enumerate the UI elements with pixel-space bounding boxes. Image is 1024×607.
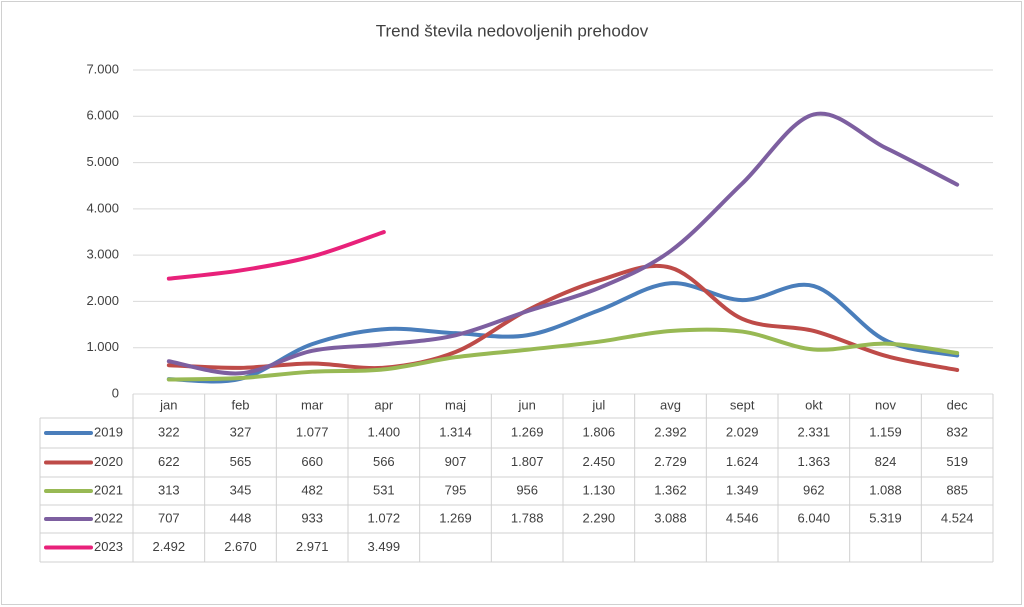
table-cell: 1.088: [869, 482, 902, 497]
y-tick-label: 6.000: [86, 108, 119, 123]
legend-label: 2019: [94, 424, 123, 439]
x-tick-label: maj: [445, 397, 466, 412]
series-line: [166, 327, 960, 382]
table-cell: 3.088: [654, 510, 687, 525]
series-line: [166, 111, 960, 376]
y-tick-label: 5.000: [86, 154, 119, 169]
table-cell: 313: [158, 482, 180, 497]
table-cell: 824: [875, 454, 897, 469]
table-cell: 1.072: [368, 510, 401, 525]
table-cell: 2.492: [153, 539, 186, 554]
series-line: [166, 230, 386, 281]
table-cell: 660: [301, 454, 323, 469]
legend-label: 2021: [94, 482, 123, 497]
table-cell: 2.331: [798, 424, 831, 439]
table-cell: 5.319: [869, 510, 902, 525]
x-tick-label: sept: [730, 397, 755, 412]
table-cell: 482: [301, 482, 323, 497]
x-tick-label: avg: [660, 397, 681, 412]
table-cell: 2.971: [296, 539, 329, 554]
x-tick-label: jul: [591, 397, 605, 412]
y-tick-label: 7.000: [86, 61, 119, 76]
x-tick-label: okt: [805, 397, 823, 412]
table-cell: 2.392: [654, 424, 687, 439]
table-cell: 1.806: [583, 424, 616, 439]
table-cell: 4.524: [941, 510, 974, 525]
series-line: [166, 281, 960, 384]
table-cell: 907: [445, 454, 467, 469]
table-cell: 1.349: [726, 482, 759, 497]
table-cell: 565: [230, 454, 252, 469]
table-cell: 622: [158, 454, 180, 469]
table-cell: 1.159: [869, 424, 902, 439]
table-cell: 6.040: [798, 510, 831, 525]
y-tick-label: 1.000: [86, 339, 119, 354]
table-cell: 962: [803, 482, 825, 497]
table-cell: 795: [445, 482, 467, 497]
series-line: [166, 263, 960, 372]
table-cell: 832: [946, 424, 968, 439]
x-tick-label: nov: [875, 397, 896, 412]
table-cell: 1.077: [296, 424, 329, 439]
x-tick-label: apr: [374, 397, 393, 412]
table-cell: 327: [230, 424, 252, 439]
table-cell: 448: [230, 510, 252, 525]
table-cell: 1.363: [798, 454, 831, 469]
legend-label: 2023: [94, 539, 123, 554]
table-cell: 1.130: [583, 482, 616, 497]
table-cell: 1.807: [511, 454, 544, 469]
table-cell: 2.450: [583, 454, 616, 469]
table-cell: 956: [516, 482, 538, 497]
table-cell: 1.269: [439, 510, 472, 525]
table-cell: 322: [158, 424, 180, 439]
table-cell: 531: [373, 482, 395, 497]
table-cell: 1.624: [726, 454, 759, 469]
table-cell: 2.290: [583, 510, 616, 525]
table-cell: 345: [230, 482, 252, 497]
table-cell: 1.314: [439, 424, 472, 439]
x-tick-label: mar: [301, 397, 324, 412]
table-cell: 1.400: [368, 424, 401, 439]
y-tick-label: 0: [112, 385, 119, 400]
y-tick-label: 4.000: [86, 200, 119, 215]
table-cell: 885: [946, 482, 968, 497]
table-cell: 3.499: [368, 539, 401, 554]
table-cell: 933: [301, 510, 323, 525]
table-cell: 1.269: [511, 424, 544, 439]
table-cell: 2.729: [654, 454, 687, 469]
x-tick-label: feb: [231, 397, 249, 412]
y-tick-label: 3.000: [86, 247, 119, 262]
table-cell: 566: [373, 454, 395, 469]
y-tick-label: 2.000: [86, 293, 119, 308]
chart-title: Trend števila nedovoljenih prehodov: [376, 21, 649, 40]
table-cell: 707: [158, 510, 180, 525]
table-cell: 2.670: [224, 539, 257, 554]
x-tick-label: jun: [517, 397, 535, 412]
x-tick-label: dec: [947, 397, 968, 412]
legend-label: 2020: [94, 454, 123, 469]
table-cell: 519: [946, 454, 968, 469]
x-tick-label: jan: [159, 397, 177, 412]
table-cell: 1.362: [654, 482, 687, 497]
table-cell: 2.029: [726, 424, 759, 439]
table-cell: 1.788: [511, 510, 544, 525]
legend-label: 2022: [94, 510, 123, 525]
table-cell: 4.546: [726, 510, 759, 525]
